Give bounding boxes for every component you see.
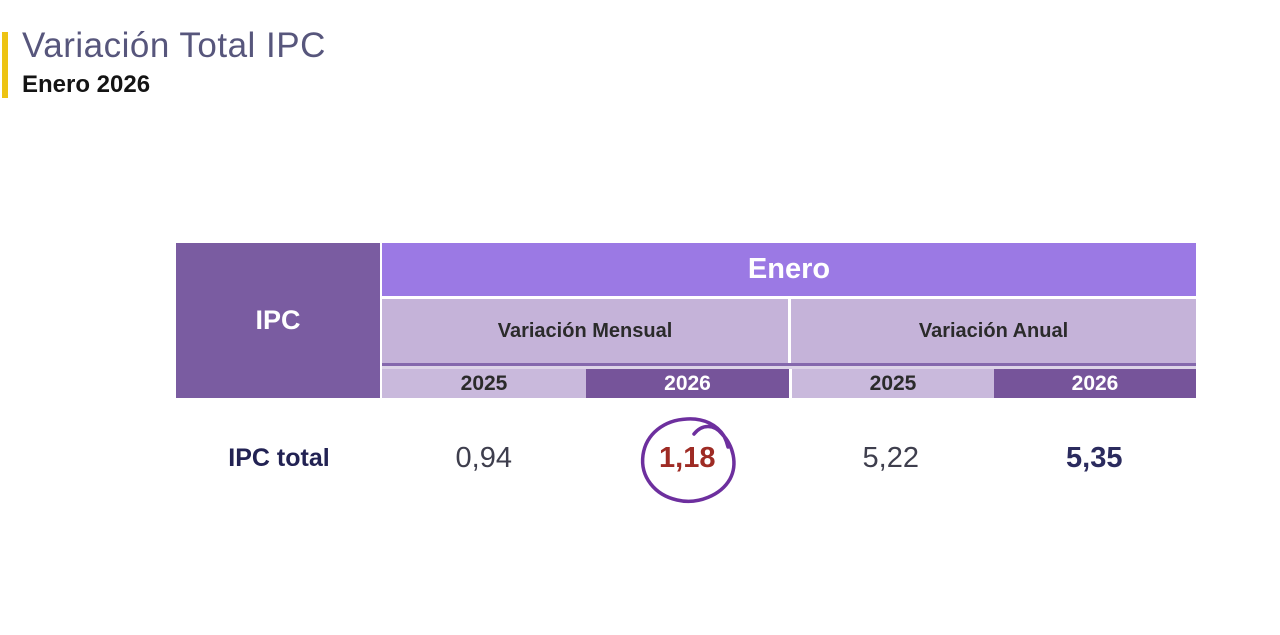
year-cell-anual-2026: 2026 <box>994 369 1196 398</box>
ipc-table: IPC Enero Variación Mensual Variación An… <box>176 243 1196 398</box>
section-divider <box>789 369 792 398</box>
year-cell-mensual-2025: 2025 <box>382 369 586 398</box>
section-divider <box>788 299 791 363</box>
value-mensual-2026: 1,18 <box>659 441 716 474</box>
years-row-top-gap <box>382 366 1196 369</box>
value-mensual-2025: 0,94 <box>455 441 512 474</box>
years-row-top-border <box>382 363 1196 366</box>
section-header-mensual: Variación Mensual <box>382 299 788 363</box>
year-cell-mensual-2026: 2026 <box>586 369 789 398</box>
section-header-row: Variación Mensual Variación Anual <box>382 299 1196 363</box>
table-corner-cell: IPC <box>176 243 380 398</box>
row-divider <box>382 296 1196 299</box>
slide-subtitle: Enero 2026 <box>22 71 151 98</box>
section-header-anual: Variación Anual <box>791 299 1196 363</box>
value-anual-2025: 5,22 <box>862 441 919 474</box>
month-header-cell: Enero <box>382 243 1196 296</box>
table-row-ipc-total: IPC total 0,94 1,18 5,22 5,35 <box>176 424 1196 492</box>
table-header-right: Enero Variación Mensual Variación Anual … <box>382 243 1196 398</box>
value-anual-2026: 5,35 <box>1066 441 1123 474</box>
years-header-row: 2025 2026 2025 2026 <box>382 369 1196 398</box>
year-cell-anual-2025: 2025 <box>792 369 994 398</box>
slide-title: Variación Total IPC <box>22 26 326 65</box>
title-accent-bar <box>2 32 8 98</box>
row-label-ipc-total: IPC total <box>228 443 330 472</box>
